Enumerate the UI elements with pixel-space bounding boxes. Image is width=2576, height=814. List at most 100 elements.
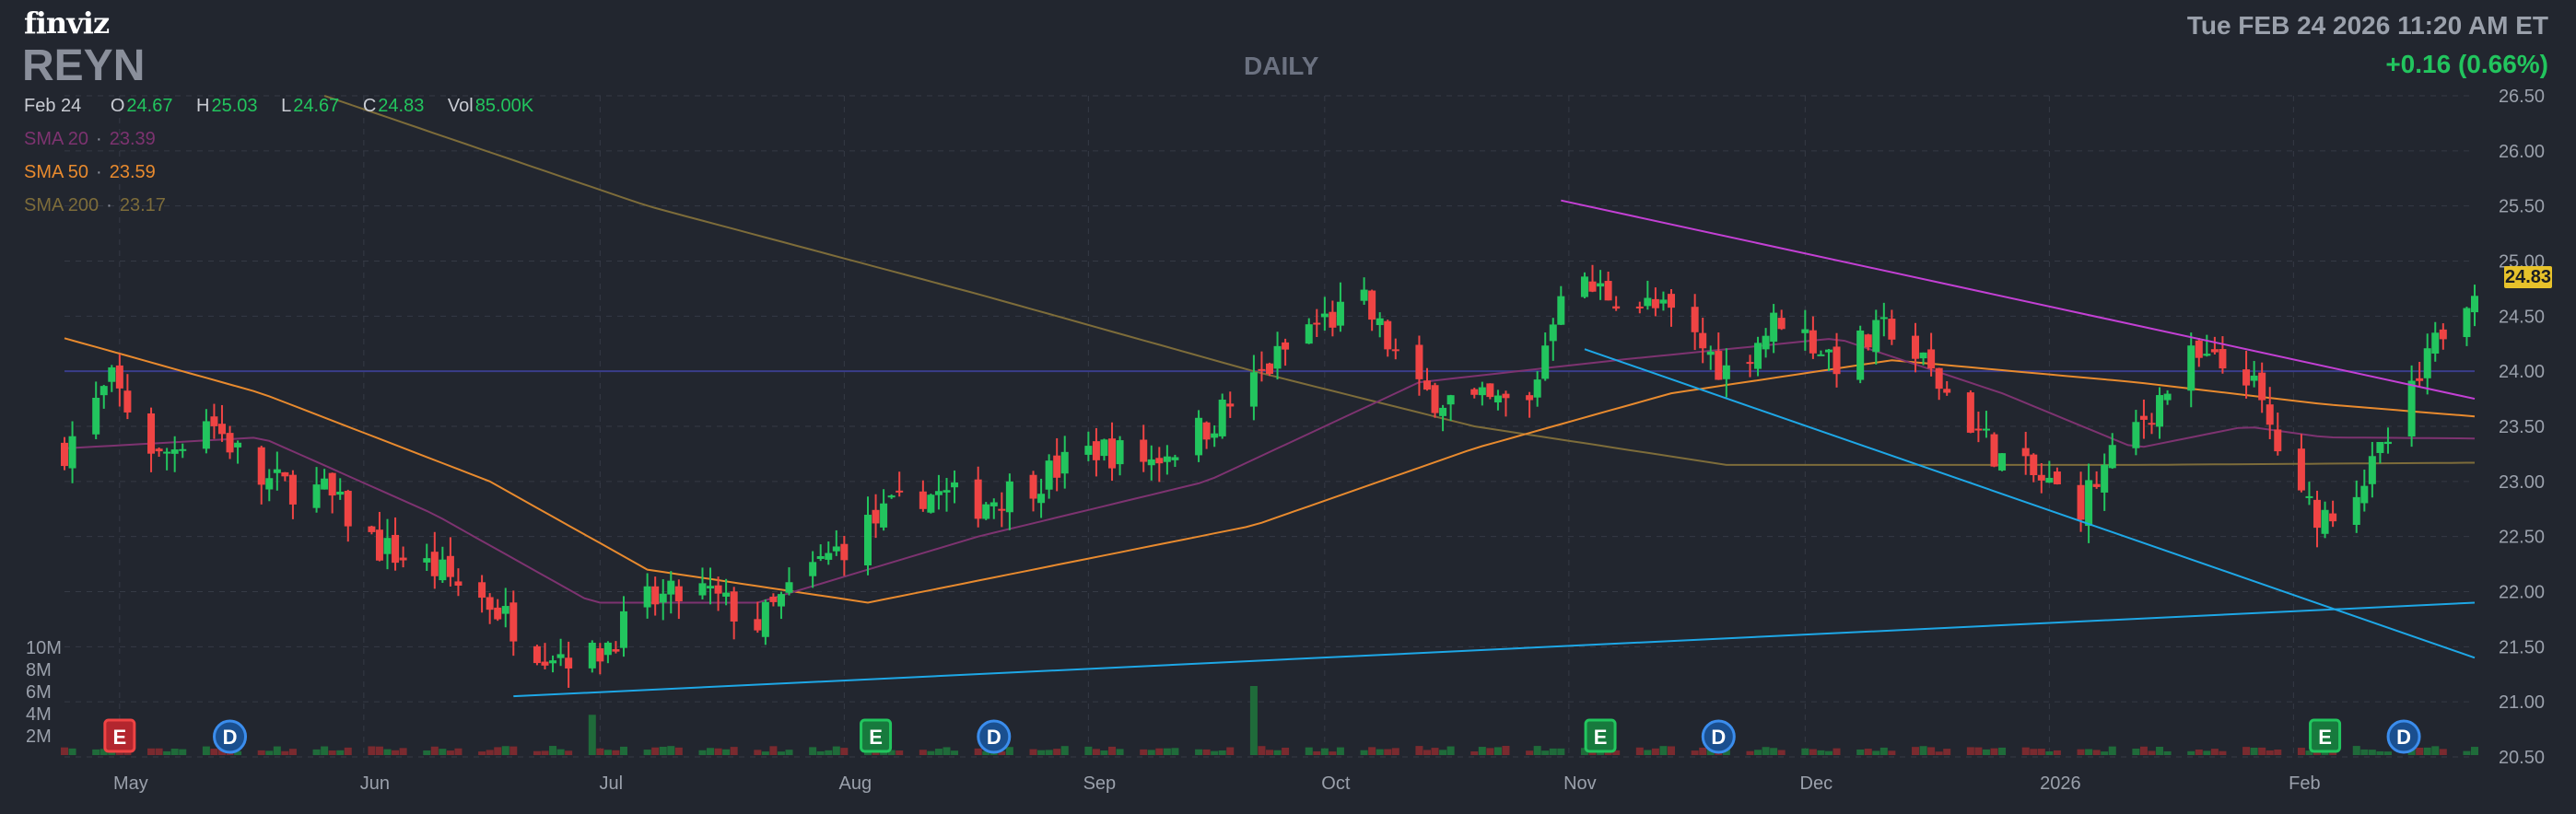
volume-bar (2250, 747, 2258, 755)
volume-bar (1809, 749, 1817, 755)
sma20-legend[interactable]: SMA 20 · 23.39 (24, 129, 156, 149)
volume-bar (1313, 750, 1321, 755)
volume-bar (1446, 746, 1455, 755)
candle-body (989, 502, 998, 506)
volume-bar (588, 715, 596, 755)
volume-bar (2360, 749, 2369, 755)
candle-body (2321, 509, 2329, 534)
y-tick-label: 20.50 (2499, 748, 2545, 768)
candle-body (2305, 495, 2313, 498)
y-tick-label: 21.00 (2499, 692, 2545, 713)
candle-body (399, 557, 407, 561)
candle-body (2101, 464, 2109, 493)
candle-body (612, 649, 620, 652)
earnings-marker-icon (2309, 718, 2342, 753)
volume-bar (1266, 750, 1273, 755)
volume-bar (1108, 746, 1117, 755)
earnings-marker-icon (103, 718, 136, 753)
volume-bar (1249, 686, 1258, 755)
ticker-symbol: REYN (22, 41, 146, 90)
volume-bar (2077, 749, 2085, 755)
candle-body (2242, 369, 2251, 386)
volume-bar (1431, 748, 1439, 755)
candle-body (840, 543, 849, 561)
x-tick-label: Sep (1083, 773, 1117, 794)
volume-bar (1541, 750, 1550, 755)
volume-bar (494, 747, 502, 755)
candle-body (1809, 330, 1817, 354)
candle-body (2156, 395, 2164, 427)
candle-body (226, 433, 234, 453)
volume-bar (667, 746, 675, 755)
candle-body (210, 416, 218, 426)
volume-bar (1856, 749, 1865, 755)
candle-body (494, 607, 502, 620)
candle-body (588, 643, 596, 669)
volume-bar (1211, 750, 1219, 755)
candle-body (927, 494, 935, 513)
candle-body (1998, 453, 2007, 471)
candle-body (2085, 480, 2093, 527)
candle-body (1045, 460, 1053, 490)
volume-bar (1305, 747, 1313, 755)
volume-bar (210, 749, 218, 755)
volume-bar (1580, 748, 1588, 755)
candle-body (1817, 354, 1825, 356)
candle-body (777, 594, 785, 607)
candle-body (1644, 297, 1652, 307)
candle-body (1557, 296, 1565, 325)
candle-body (1084, 446, 1093, 455)
volume-bar (1879, 747, 1888, 755)
candle-body (1919, 352, 1927, 359)
volume-bar (1612, 750, 1621, 755)
candle-body (1541, 345, 1550, 379)
volume-bar (321, 746, 329, 755)
candle-body (2266, 404, 2274, 425)
x-tick-label: Aug (839, 773, 872, 794)
volume-tick-label: 10M (26, 638, 62, 658)
sma200-label: SMA 200 (24, 195, 100, 215)
volume-bar (1376, 749, 1384, 755)
candle-body (533, 645, 541, 664)
candle-body (1147, 459, 1155, 466)
volume-bar (974, 748, 982, 755)
candle-body (2030, 454, 2038, 475)
last-price-tag: 24.83 (2504, 266, 2552, 288)
volume-bar (1329, 751, 1337, 755)
dividend-marker-icon (977, 719, 1012, 754)
volume-bar (1163, 748, 1171, 755)
candle-body (864, 515, 872, 566)
event-marker-label: E (869, 726, 883, 749)
finviz-logo[interactable]: finviz (24, 6, 110, 41)
sma50-legend[interactable]: SMA 50 · 23.59 (24, 162, 156, 182)
volume-bar (2439, 749, 2447, 755)
candle-body (1266, 363, 1273, 375)
volume-bar (603, 750, 612, 755)
volume-bar (2163, 750, 2172, 755)
volume-bar (1691, 750, 1699, 755)
candle-body (321, 478, 329, 490)
candle-body (2163, 393, 2172, 401)
volume-bar (816, 750, 825, 755)
volume-bar (1982, 749, 1990, 755)
volume-bar (2030, 749, 2038, 755)
sma200-legend[interactable]: SMA 200 · 23.17 (24, 195, 166, 215)
volume-bar (2156, 746, 2164, 755)
candle-body (2463, 308, 2471, 338)
volume-bar (1699, 747, 1707, 755)
candle-body (1770, 312, 1778, 343)
candle-body (2108, 445, 2116, 469)
x-tick-label: Dec (1800, 773, 1833, 794)
volume-bar (2376, 750, 2384, 755)
volume-bar (439, 749, 447, 755)
candle-body (383, 538, 392, 554)
candle-body (1801, 329, 1809, 333)
candle-body (1305, 324, 1313, 344)
candle-body (1116, 440, 1124, 465)
candle-body (549, 660, 557, 664)
candle-body (1195, 417, 1203, 456)
candle-body (2258, 372, 2266, 401)
volume-bar (1526, 750, 1534, 755)
volume-bar (722, 749, 731, 755)
